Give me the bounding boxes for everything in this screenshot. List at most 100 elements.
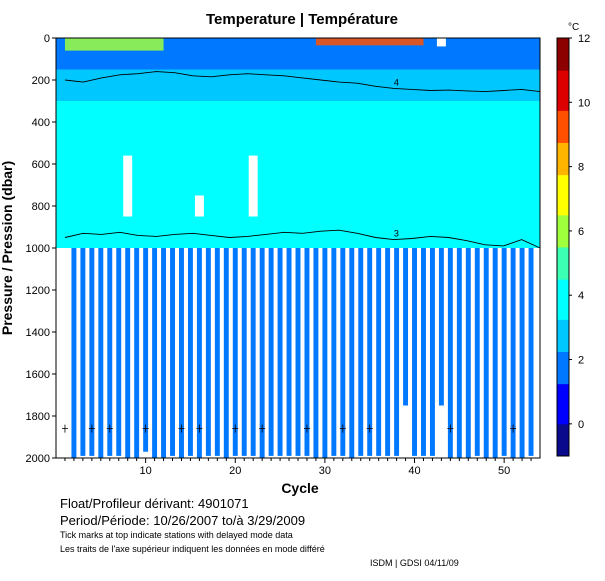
colorbar-segment-27	[557, 230, 569, 240]
data-gap-2	[194, 195, 204, 217]
colorbar-segment-11	[557, 359, 569, 369]
colorbar-segment-32	[557, 190, 569, 200]
colorbar-unit: °C	[568, 22, 579, 33]
period-start: 10/26/2007	[153, 513, 219, 528]
isotherm-3	[64, 229, 541, 249]
profile-column-35	[367, 248, 373, 456]
profile-column-42	[429, 248, 435, 456]
profile-column-10	[143, 248, 149, 452]
colorbar-segment-43	[557, 102, 569, 111]
temp-layer-intermediate	[56, 101, 540, 248]
profile-column-39	[403, 248, 409, 406]
profile-column-41	[421, 248, 426, 456]
colorbar-tick-label-2: 2	[578, 355, 584, 367]
profile-column-33	[349, 248, 355, 458]
colorbar-segment-5	[557, 407, 569, 417]
profile-column-46	[465, 248, 471, 458]
profile-column-52	[519, 248, 525, 458]
isotherm-4	[64, 71, 541, 93]
profile-column-5	[98, 248, 104, 458]
colorbar-segment-7	[557, 391, 569, 401]
y-tick-label-400: 400	[32, 117, 50, 129]
y-tick-label-200: 200	[32, 75, 50, 87]
profile-column-44	[447, 248, 453, 458]
y-tick-label-0: 0	[44, 33, 50, 45]
profile-column-2	[71, 248, 77, 458]
colorbar-segment-20	[557, 287, 569, 296]
plot-area: 43	[55, 37, 541, 459]
warm-surface-patch-1	[64, 38, 164, 51]
colorbar-segment-8	[557, 383, 569, 393]
note-french: Les traits de l'axe supérieur indiquent …	[60, 544, 325, 554]
profile-column-8	[125, 248, 131, 458]
colorbar-segment-28	[557, 222, 569, 232]
isotherm-label-4: 4	[394, 77, 399, 87]
colorbar-segment-23	[557, 263, 569, 272]
colorbar-segment-40	[557, 126, 569, 135]
profile-column-14	[179, 248, 184, 458]
colorbar-segment-10	[557, 367, 569, 377]
profile-column-40	[412, 248, 417, 456]
isotherm-label-3: 3	[394, 229, 399, 239]
colorbar-segment-50	[557, 46, 569, 55]
colorbar-segment-48	[557, 62, 569, 71]
y-tick-label-1800: 1800	[26, 411, 50, 423]
profile-column-20	[232, 248, 238, 456]
colorbar-segment-37	[557, 150, 569, 160]
colorbar-segment-47	[557, 70, 569, 79]
profile-column-13	[170, 248, 175, 456]
period-info: Period/Période: 10/26/2007 to/à 3/29/200…	[60, 513, 305, 528]
x-tick-label-40: 40	[408, 465, 420, 477]
y-tick-label-1600: 1600	[26, 369, 50, 381]
colorbar-segment-12	[557, 351, 569, 361]
chart-title: Temperature | Température	[206, 11, 398, 28]
note-english: Tick marks at top indicate stations with…	[60, 530, 293, 540]
profile-column-11	[152, 248, 158, 458]
colorbar-segment-13	[557, 343, 569, 352]
x-tick-label-50: 50	[498, 465, 510, 477]
colorbar-segment-41	[557, 118, 569, 127]
colorbar-segment-36	[557, 158, 569, 168]
colorbar-segment-49	[557, 54, 569, 63]
profile-column-21	[241, 248, 247, 456]
colorbar-segment-1	[557, 439, 569, 449]
colorbar-segment-26	[557, 238, 569, 248]
y-tick-label-1200: 1200	[26, 285, 50, 297]
colorbar-segment-18	[557, 303, 569, 312]
profile-column-47	[474, 248, 480, 456]
profile-column-24	[268, 248, 274, 456]
colorbar-segment-25	[557, 247, 569, 256]
period-to: to/à	[221, 513, 244, 528]
colorbar-tick-label-10: 10	[578, 97, 590, 109]
x-axis: 10 20 30 40 50	[64, 458, 532, 477]
colorbar-segment-42	[557, 110, 569, 119]
colorbar-segment-17	[557, 311, 569, 320]
credit-line: ISDM | GDSI 04/11/09	[370, 558, 459, 568]
y-axis: 0 200 400 600 800 1000 1200 1400 1600 1800 2000	[26, 33, 56, 465]
profile-column-19	[223, 248, 229, 458]
float-label: Float/Profileur dérivant:	[60, 496, 195, 511]
float-info: Float/Profileur dérivant: 4901071	[60, 496, 249, 511]
colorbar-segment-39	[557, 134, 569, 143]
profile-column-27	[295, 248, 301, 456]
colorbar-segment-45	[557, 86, 569, 95]
colorbar-segment-16	[557, 319, 569, 328]
colorbar-segment-4	[557, 415, 569, 425]
period-end: 3/29/2009	[247, 513, 306, 528]
colorbar-segment-46	[557, 78, 569, 87]
profile-column-17	[205, 248, 211, 456]
y-tick-label-800: 800	[32, 201, 50, 213]
colorbar: 0 2 4 6 8 10 12	[556, 33, 590, 457]
data-gap-1	[123, 155, 133, 217]
profile-column-43	[438, 248, 444, 406]
profile-column-37	[385, 248, 391, 456]
colorbar-segment-24	[557, 255, 569, 264]
profile-column-28	[304, 248, 310, 456]
profile-column-32	[340, 248, 346, 456]
colorbar-tick-label-4: 4	[578, 290, 584, 302]
colorbar-segment-31	[557, 198, 569, 208]
colorbar-segment-44	[557, 94, 569, 103]
profile-column-53	[528, 248, 534, 456]
